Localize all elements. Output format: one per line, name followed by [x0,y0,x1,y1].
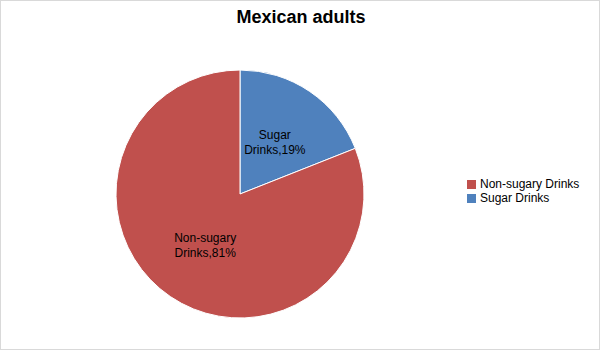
html-text:Non-sugary Drinks: Non-sugary Drinks [480,177,580,191]
html-text:Mexican adults: Mexican adults [236,7,366,27]
svg-text:Non-sugaryDrinks,81%: Non-sugaryDrinks,81% [174,231,236,260]
svg-text:SugarDrinks,19%: SugarDrinks,19% [244,128,306,157]
html-text:Sugar Drinks: Sugar Drinks [480,191,550,205]
